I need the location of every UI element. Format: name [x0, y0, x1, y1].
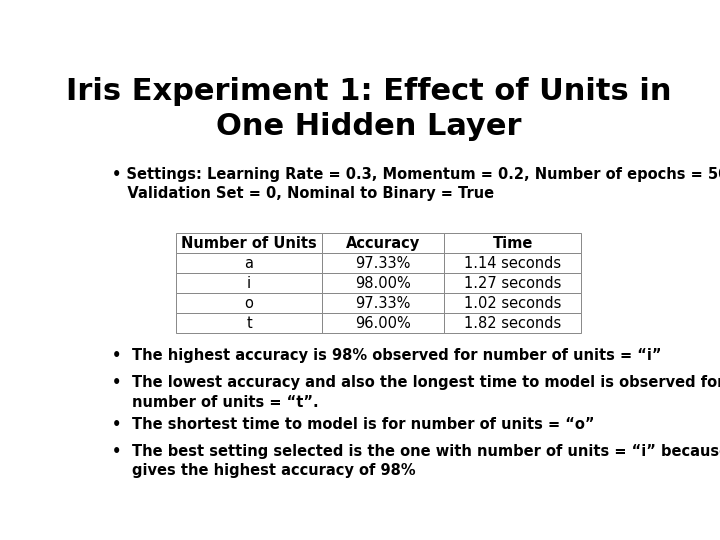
Text: Number of Units: Number of Units [181, 235, 317, 251]
Text: The shortest time to model is for number of units = “o”: The shortest time to model is for number… [132, 417, 594, 432]
Text: Accuracy: Accuracy [346, 235, 420, 251]
Text: i: i [247, 275, 251, 291]
Text: 96.00%: 96.00% [355, 315, 411, 330]
Text: The best setting selected is the one with number of units = “i” because it
gives: The best setting selected is the one wit… [132, 444, 720, 478]
Text: o: o [245, 295, 253, 310]
Bar [176, 293, 322, 313]
Text: The lowest accuracy and also the longest time to model is observed for
number of: The lowest accuracy and also the longest… [132, 375, 720, 410]
Text: •: • [112, 444, 122, 459]
Bar [176, 253, 322, 273]
Text: Iris Experiment 1: Effect of Units in
One Hidden Layer: Iris Experiment 1: Effect of Units in On… [66, 77, 672, 141]
Text: 98.00%: 98.00% [355, 275, 411, 291]
Bar [322, 313, 444, 333]
Text: Time: Time [492, 235, 533, 251]
Text: 97.33%: 97.33% [355, 255, 410, 271]
Text: 1.82 seconds: 1.82 seconds [464, 315, 562, 330]
Bar [176, 233, 322, 253]
Text: 1.02 seconds: 1.02 seconds [464, 295, 562, 310]
Text: •: • [112, 375, 122, 390]
Bar [322, 293, 444, 313]
Bar [322, 273, 444, 293]
Text: •: • [112, 348, 122, 363]
Text: t: t [246, 315, 252, 330]
Bar [322, 253, 444, 273]
Text: • Settings: Learning Rate = 0.3, Momentum = 0.2, Number of epochs = 500,
   Vali: • Settings: Learning Rate = 0.3, Momentu… [112, 167, 720, 201]
Text: 1.14 seconds: 1.14 seconds [464, 255, 562, 271]
Bar [176, 313, 322, 333]
Bar [444, 273, 581, 293]
Text: a: a [245, 255, 253, 271]
Text: 97.33%: 97.33% [355, 295, 410, 310]
Text: 1.27 seconds: 1.27 seconds [464, 275, 562, 291]
Bar [444, 313, 581, 333]
Text: •: • [112, 417, 122, 432]
Bar [444, 233, 581, 253]
Bar [322, 233, 444, 253]
Text: The highest accuracy is 98% observed for number of units = “i”: The highest accuracy is 98% observed for… [132, 348, 662, 363]
Bar [444, 293, 581, 313]
Bar [444, 253, 581, 273]
Bar [176, 273, 322, 293]
